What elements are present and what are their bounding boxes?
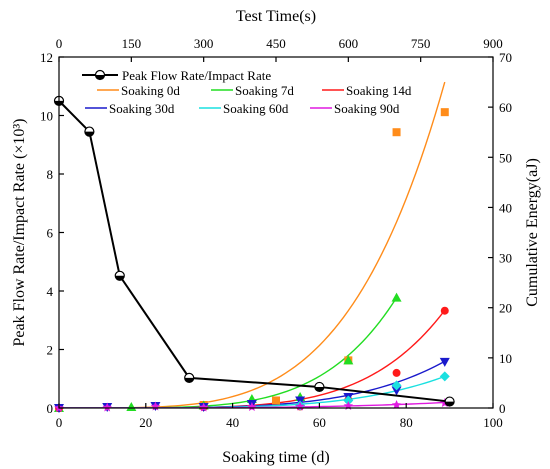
data-point-peak-fill-3 bbox=[184, 377, 194, 383]
axis-titles: Soaking time (d) Test Time(s) Peak Flow Ra… bbox=[11, 8, 541, 466]
left-tick-label-4: 4 bbox=[47, 284, 54, 299]
data-point-s1-1 bbox=[272, 396, 280, 405]
data-point-s6-3 bbox=[198, 402, 209, 412]
right-tick-label-20: 20 bbox=[499, 301, 512, 316]
legend-label-0: Soaking 0d bbox=[121, 83, 180, 98]
data-point-s2-1 bbox=[126, 401, 137, 411]
left-tick-label-10: 10 bbox=[40, 109, 53, 124]
data-point-peak-fill-5 bbox=[445, 401, 455, 407]
data-point-s6-4 bbox=[247, 402, 257, 412]
data-point-s3-4 bbox=[392, 368, 401, 377]
data-point-peak-fill-4 bbox=[314, 386, 324, 392]
left-tick-label-6: 6 bbox=[47, 226, 54, 241]
legend-label-3: Soaking 30d bbox=[109, 101, 175, 116]
data-point-s1-4 bbox=[440, 108, 449, 117]
series-curve-1 bbox=[59, 81, 446, 408]
legend-label-1: Soaking 7d bbox=[235, 83, 294, 98]
top-tick-label-150: 150 bbox=[122, 36, 142, 51]
series-line-0 bbox=[58, 100, 450, 403]
y-axis-title-left: Peak Flow Rate/Impact Rate (×10³) bbox=[11, 119, 28, 347]
data-point-s4-7 bbox=[391, 386, 402, 396]
data-point-s2-5 bbox=[343, 355, 354, 365]
bottom-tick-label-80: 80 bbox=[400, 415, 413, 430]
legend-label-5: Soaking 90d bbox=[334, 101, 400, 116]
x-axis-title-top: Test Time(s) bbox=[236, 8, 316, 25]
left-tick-label-0: 0 bbox=[47, 401, 54, 416]
data-point-s6-6 bbox=[343, 400, 354, 411]
data-point-s4-8 bbox=[439, 357, 450, 367]
data-point-s1-3 bbox=[392, 128, 401, 137]
points-layer bbox=[53, 95, 455, 413]
bottom-tick-label-60: 60 bbox=[313, 415, 326, 430]
data-point-s3-5 bbox=[440, 306, 449, 315]
right-tick-label-70: 70 bbox=[499, 50, 512, 65]
data-point-s5-2 bbox=[391, 380, 402, 391]
legend-label-2: Soaking 14d bbox=[346, 83, 412, 98]
left-tick-label-2: 2 bbox=[47, 343, 54, 358]
top-tick-label-600: 600 bbox=[339, 36, 359, 51]
data-point-s6-7 bbox=[391, 399, 402, 410]
legend-label-peak: Peak Flow Rate/Impact Rate bbox=[122, 68, 271, 83]
data-point-s5-3 bbox=[439, 371, 450, 382]
top-tick-label-450: 450 bbox=[266, 36, 286, 51]
bottom-tick-label-0: 0 bbox=[56, 415, 63, 430]
legend-label-4: Soaking 60d bbox=[223, 101, 289, 116]
top-tick-label-300: 300 bbox=[194, 36, 214, 51]
top-tick-label-900: 900 bbox=[483, 36, 503, 51]
right-tick-label-60: 60 bbox=[499, 100, 512, 115]
data-point-peak-fill-2 bbox=[115, 275, 125, 281]
bottom-tick-label-100: 100 bbox=[483, 415, 503, 430]
right-tick-label-30: 30 bbox=[499, 251, 512, 266]
right-tick-label-10: 10 bbox=[499, 351, 512, 366]
x-axis-title-bottom: Soaking time (d) bbox=[222, 449, 330, 466]
top-tick-label-0: 0 bbox=[56, 36, 63, 51]
data-point-s5-1 bbox=[343, 395, 354, 406]
data-point-peak-fill-1 bbox=[84, 131, 94, 137]
right-tick-label-50: 50 bbox=[499, 150, 512, 165]
top-tick-label-750: 750 bbox=[411, 36, 431, 51]
bottom-tick-label-40: 40 bbox=[226, 415, 239, 430]
right-tick-label-40: 40 bbox=[499, 200, 512, 215]
curves-layer bbox=[59, 81, 446, 408]
data-point-s6-1 bbox=[102, 402, 112, 412]
left-tick-label-12: 12 bbox=[40, 50, 53, 65]
left-tick-label-8: 8 bbox=[47, 167, 54, 182]
bottom-tick-label-20: 20 bbox=[139, 415, 152, 430]
y-axis-title-right: Cumulative Energy(aJ) bbox=[524, 158, 541, 307]
legend-marker-peak-fill bbox=[95, 75, 105, 80]
right-tick-label-0: 0 bbox=[499, 401, 506, 416]
data-point-s2-6 bbox=[391, 292, 402, 302]
